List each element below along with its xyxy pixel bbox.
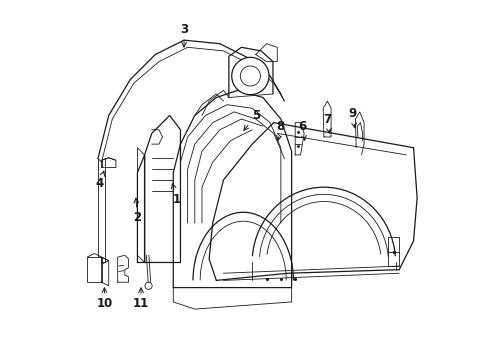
Circle shape [145, 282, 152, 289]
Text: 10: 10 [97, 288, 113, 310]
Text: 2: 2 [133, 198, 142, 224]
Text: 1: 1 [172, 184, 181, 206]
Text: 3: 3 [180, 23, 188, 47]
Text: 9: 9 [348, 107, 357, 128]
Text: 11: 11 [133, 288, 149, 310]
Circle shape [232, 57, 269, 95]
Polygon shape [87, 257, 101, 282]
Ellipse shape [89, 266, 99, 274]
Text: 5: 5 [244, 109, 260, 130]
Circle shape [240, 66, 260, 86]
Text: 6: 6 [298, 120, 307, 140]
Text: 4: 4 [96, 171, 105, 190]
Text: 7: 7 [323, 113, 332, 133]
Text: 8: 8 [277, 120, 285, 140]
